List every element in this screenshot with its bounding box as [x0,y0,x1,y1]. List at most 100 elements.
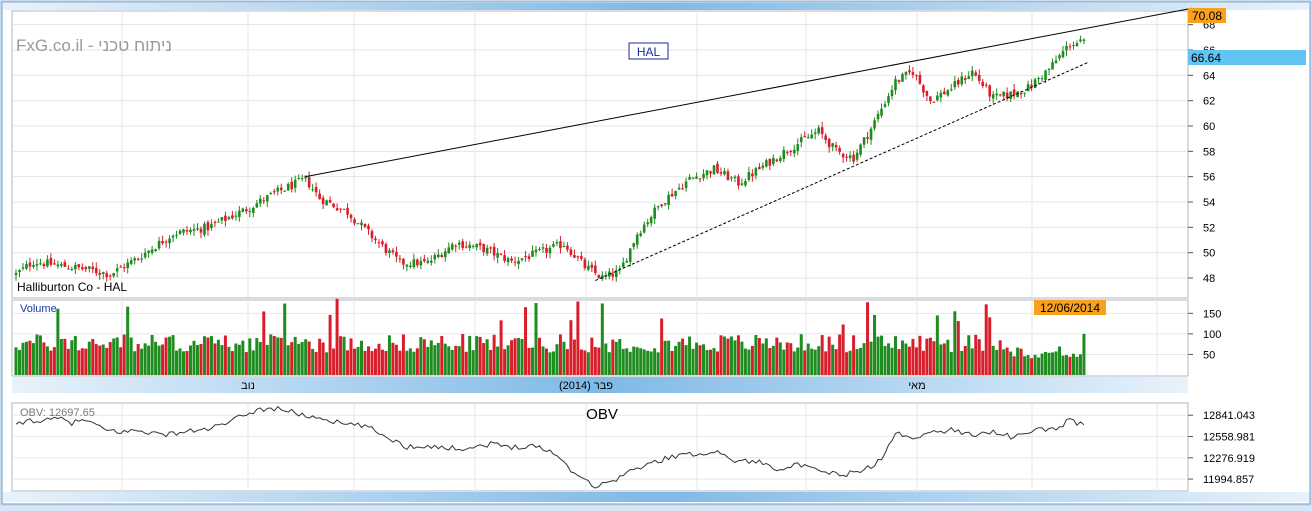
candle-body [517,260,520,265]
candle-body [367,225,370,230]
candle-body [290,181,294,190]
candle-body [53,263,56,265]
candle-body [670,193,674,197]
volume-bar [230,351,234,375]
candle-body [42,264,46,267]
volume-bar [115,337,119,375]
obv-title: OBV [586,406,618,423]
volume-bar [722,336,726,375]
candle-body [1012,89,1016,96]
candle-body [628,248,632,263]
volume-bar [590,337,594,375]
volume-bar [241,340,245,375]
volume-bar [426,346,430,375]
volume-bar [558,334,562,375]
candle-body [845,156,848,158]
candle-body [772,157,775,164]
volume-bar [314,351,318,375]
volume-bar [551,351,555,375]
volume-bar [492,334,496,375]
candle-body [754,168,758,176]
candle-body [684,181,688,188]
candle-body [478,242,482,246]
candle-body [28,262,32,267]
volume-bar [949,351,953,375]
volume-bar [820,335,824,375]
current-price-tag [1188,50,1306,65]
candle-body [1072,45,1075,47]
candle-body [576,256,580,258]
candle-body [827,138,831,148]
candle-body [32,264,35,267]
volume-bar [719,335,723,375]
volume-bar [468,335,472,375]
obv-tick-label: 12558.981 [1203,432,1255,444]
candle-body [457,242,461,245]
volume-bar [925,338,929,375]
candle-body [744,181,747,186]
volume-bar [803,350,807,375]
candle-body [464,246,468,248]
volume-bar [283,303,287,375]
top-bar [3,3,1309,10]
volume-bar [743,348,747,375]
volume-bar [391,342,395,375]
volume-bar [841,324,845,375]
volume-bar [304,339,308,375]
candle-body [161,241,164,244]
candle-body [381,241,384,245]
volume-bar [154,341,158,375]
volume-bar [845,352,849,375]
candle-body [241,208,245,212]
candle-body [779,157,782,162]
volume-bar [988,317,992,375]
candle-body [328,200,332,203]
candle-body [545,247,548,253]
volume-bar [408,348,412,375]
volume-bar [307,341,311,375]
candle-body [890,89,894,97]
candle-body [18,270,21,273]
volume-bar [942,343,946,375]
volume-bar [855,349,859,375]
volume-bar [262,311,266,375]
candle-body [234,215,238,217]
candle-body [175,234,178,236]
candle-body [660,204,663,207]
candle-body [112,272,116,277]
candle-body [726,171,730,181]
volume-bar [572,339,576,375]
volume-bar [129,337,133,375]
volume-bar [935,315,939,375]
candle-body [91,266,95,270]
candle-body [527,256,531,259]
volume-bar [1061,355,1065,375]
obv-tick-label: 11994.857 [1203,474,1254,486]
volume-bar [49,350,53,375]
price-tick-label: 64 [1203,70,1215,82]
candle-body [531,250,534,257]
candle-body [730,177,733,179]
volume-bar [565,349,569,375]
candle-body [224,215,227,221]
volume-bar [887,343,890,375]
volume-bar [1058,346,1062,375]
volume-bar [227,346,231,375]
volume-bar [1071,353,1075,375]
volume-bar [963,345,967,375]
candle-body [217,221,220,223]
volume-bar [370,351,374,375]
volume-bar [1051,352,1055,375]
volume-bar [223,335,227,375]
candle-body [269,193,273,195]
volume-bar [660,318,664,375]
candle-body [1068,46,1072,48]
candle-body [56,264,60,267]
candle-body [185,229,189,232]
candle-body [862,137,866,145]
volume-bar [178,348,182,375]
candle-body [698,178,702,180]
candle-body [901,74,904,82]
volume-bar [464,351,468,375]
candle-body [220,217,224,221]
